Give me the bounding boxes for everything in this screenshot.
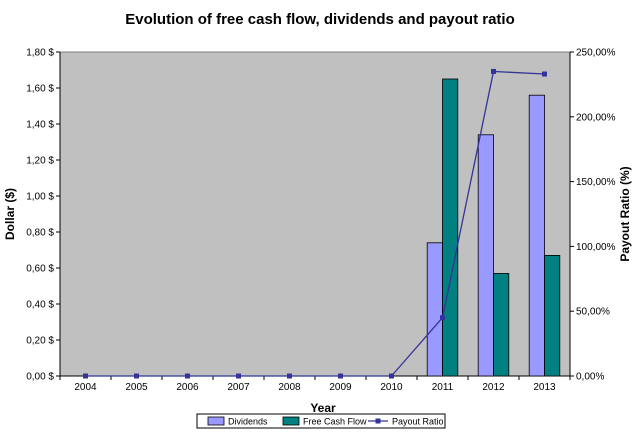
x-tick-label: 2007 [227, 382, 250, 393]
y-tick-label: 0,60 $ [26, 264, 54, 275]
legend-label-payout-ratio: Payout Ratio [392, 417, 444, 427]
line-payout-ratio [85, 70, 545, 377]
x-tick-label: 2012 [482, 382, 505, 393]
point-payout-ratio [185, 373, 190, 379]
point-payout-ratio [83, 373, 88, 379]
bar-free-cash-flow [493, 272, 510, 377]
y-axis: 0,00 $ 0,20 $ 0,40 $ 0,60 $ 0,80 $ 1,00 $ 1,20… [26, 48, 61, 383]
x-axis: 2004 2005 2006 2007 2008 2009 2010 2011 2012 2013 [59, 375, 571, 393]
x-axis-title: Year [310, 401, 336, 415]
legend-label-free-cash-flow: Free Cash Flow [303, 417, 367, 427]
point-payout-ratio [287, 373, 292, 379]
y2-tick-label: 250,00% [576, 48, 616, 59]
x-tick-label: 2010 [380, 382, 403, 393]
x-tick-label: 2011 [432, 382, 454, 393]
bar-dividends [528, 94, 545, 377]
x-tick-label: 2013 [533, 382, 556, 393]
legend-label-dividends: Dividends [228, 417, 268, 427]
chart-title: Evolution of free cash flow, dividends a… [125, 11, 515, 28]
y2-axis: 0,00% 50,00% 100,00% 150,00% 200,00% 250,00% [569, 48, 616, 383]
x-tick-label: 2009 [329, 382, 352, 393]
y2-tick-label: 0,00% [576, 372, 604, 383]
y2-axis-title: Payout Ratio (%) [618, 166, 632, 261]
y-tick-label: 1,00 $ [26, 192, 54, 203]
legend-swatch-dividends [207, 416, 225, 426]
y-tick-label: 0,80 $ [26, 228, 54, 239]
x-tick-label: 2004 [74, 382, 97, 393]
point-payout-ratio [389, 373, 394, 379]
y-axis-title: Dollar ($) [3, 188, 17, 240]
bar-dividends [477, 134, 494, 377]
legend-marker-payout-ratio [375, 418, 381, 424]
y-tick-label: 1,20 $ [26, 156, 54, 167]
point-payout-ratio [236, 373, 241, 379]
x-tick-label: 2006 [176, 382, 199, 393]
point-payout-ratio [134, 373, 139, 379]
y2-tick-label: 200,00% [576, 112, 616, 123]
legend: Dividends Free Cash Flow Payout Ratio [196, 413, 446, 429]
x-tick-label: 2005 [125, 382, 148, 393]
y-tick-label: 0,00 $ [26, 372, 54, 383]
bar-free-cash-flow [544, 254, 561, 377]
point-payout-ratio [491, 68, 496, 74]
bar-dividends [426, 242, 443, 377]
y2-tick-label: 100,00% [576, 242, 616, 253]
x-tick-label: 2008 [278, 382, 301, 393]
point-payout-ratio [338, 373, 343, 379]
y2-tick-label: 150,00% [576, 177, 616, 188]
y-tick-label: 1,80 $ [26, 48, 54, 59]
payout-ratio-line [83, 68, 547, 379]
y-tick-label: 0,40 $ [26, 300, 54, 311]
legend-box [196, 413, 446, 429]
y-tick-label: 1,60 $ [26, 84, 54, 95]
y-tick-label: 1,40 $ [26, 120, 54, 131]
point-payout-ratio [440, 315, 445, 321]
point-payout-ratio [542, 71, 547, 77]
y-tick-label: 0,20 $ [26, 336, 54, 347]
y2-tick-label: 50,00% [576, 307, 610, 318]
bar-free-cash-flow [442, 78, 459, 377]
legend-swatch-free-cash-flow [282, 416, 300, 426]
